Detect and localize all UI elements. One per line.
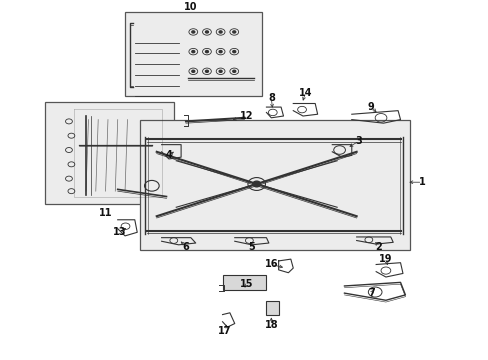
Circle shape [232, 50, 235, 53]
Circle shape [252, 181, 260, 187]
Text: 9: 9 [367, 102, 374, 112]
Bar [125, 12, 261, 96]
Text: 6: 6 [182, 242, 189, 252]
Text: 12: 12 [240, 111, 253, 121]
Text: 5: 5 [248, 242, 255, 252]
Text: 7: 7 [367, 288, 374, 298]
Circle shape [191, 31, 194, 33]
Text: 15: 15 [240, 279, 253, 289]
Circle shape [219, 70, 222, 72]
Text: 2: 2 [374, 242, 381, 252]
Text: 3: 3 [355, 136, 362, 146]
Text: 14: 14 [298, 88, 311, 98]
Text: 19: 19 [378, 254, 392, 264]
Text: 11: 11 [99, 208, 112, 218]
Circle shape [219, 31, 222, 33]
Circle shape [191, 70, 194, 72]
Text: 16: 16 [264, 260, 278, 270]
Circle shape [191, 50, 194, 53]
Circle shape [205, 50, 208, 53]
Bar [266, 301, 278, 315]
Text: 13: 13 [113, 227, 127, 237]
Bar [44, 102, 173, 204]
Circle shape [232, 70, 235, 72]
Circle shape [205, 70, 208, 72]
Text: 8: 8 [267, 93, 274, 103]
Bar [222, 275, 266, 289]
Circle shape [232, 31, 235, 33]
Circle shape [219, 50, 222, 53]
Circle shape [205, 31, 208, 33]
Text: 18: 18 [264, 320, 278, 330]
Text: 10: 10 [184, 2, 197, 12]
Text: 17: 17 [218, 326, 231, 336]
Bar [140, 120, 409, 250]
Text: 4: 4 [165, 150, 172, 160]
Text: 1: 1 [418, 177, 425, 187]
